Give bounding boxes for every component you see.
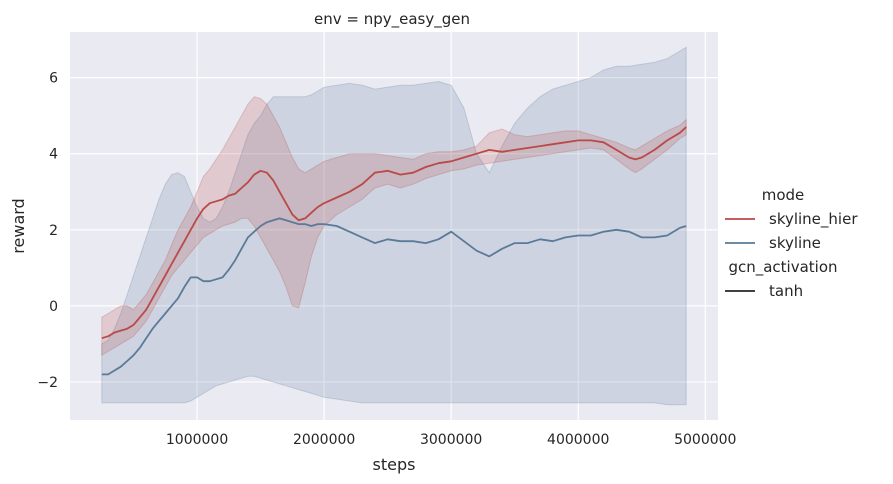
y-tick-label-1: 0: [49, 299, 58, 315]
confidence-bands: [101, 46, 687, 406]
legend-label-skyline_hier: skyline_hier: [769, 210, 858, 229]
y-tick-label-3: 4: [49, 147, 58, 163]
legend-label-tanh: tanh: [769, 282, 803, 300]
y-axis-ticks: −2 0 2 4 6: [37, 71, 58, 391]
series-lines: [101, 126, 687, 376]
x-tick-label-1: 2000000: [293, 432, 355, 448]
y-tick-label-4: 6: [49, 71, 58, 87]
x-tick-label-2: 3000000: [420, 432, 482, 448]
line-skyline_hier: [101, 126, 687, 340]
x-tick-label-0: 1000000: [166, 432, 228, 448]
x-axis-label: steps: [373, 455, 416, 474]
y-tick-label-2: 2: [49, 223, 58, 239]
gridlines: [70, 32, 718, 420]
legend-title-0: mode: [762, 186, 805, 204]
chart-title: env = npy_easy_gen: [314, 10, 470, 29]
plot-area: [70, 32, 718, 420]
y-axis-label: reward: [9, 198, 28, 253]
line-skyline: [101, 217, 687, 376]
legend-title-1: gcn_activation: [728, 258, 837, 277]
y-tick-label-0: −2: [37, 375, 58, 391]
legend-label-skyline: skyline: [769, 234, 821, 252]
band-skyline_hier: [101, 96, 687, 357]
x-axis-ticks: 1000000 2000000 3000000 4000000 5000000: [166, 432, 737, 448]
x-tick-label-3: 4000000: [547, 432, 609, 448]
band-skyline: [101, 46, 687, 406]
x-tick-label-4: 5000000: [674, 432, 736, 448]
